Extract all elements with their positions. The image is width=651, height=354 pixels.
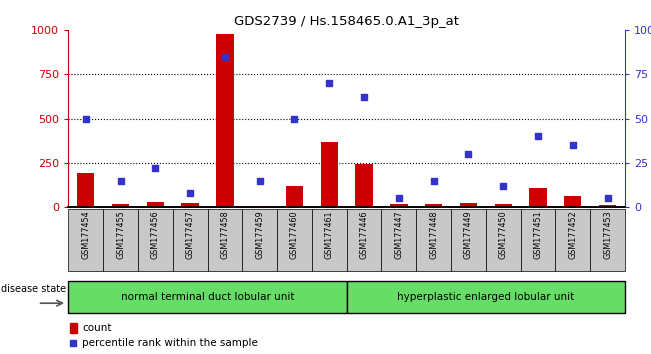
Text: count: count [82, 323, 112, 333]
Point [255, 178, 265, 183]
Bar [555, 209, 590, 271]
Bar [355, 164, 373, 207]
Bar [590, 209, 625, 271]
Text: GSM177461: GSM177461 [325, 211, 334, 259]
Text: GSM177451: GSM177451 [533, 211, 542, 259]
Bar [346, 281, 625, 313]
Bar [68, 209, 103, 271]
Bar [460, 202, 477, 207]
Text: GSM177446: GSM177446 [359, 211, 368, 259]
Bar [251, 206, 268, 207]
Text: percentile rank within the sample: percentile rank within the sample [82, 338, 258, 348]
Bar [242, 209, 277, 271]
Text: hyperplastic enlarged lobular unit: hyperplastic enlarged lobular unit [397, 292, 574, 302]
Bar [70, 324, 77, 333]
Point [533, 133, 543, 139]
Point [219, 54, 230, 59]
Point [602, 195, 613, 201]
Point [324, 80, 335, 86]
Text: GSM177448: GSM177448 [429, 211, 438, 259]
Point [464, 151, 474, 157]
Bar [146, 202, 164, 207]
Point [68, 341, 78, 346]
Text: GSM177453: GSM177453 [603, 211, 612, 259]
Point [81, 116, 91, 121]
Text: GSM177447: GSM177447 [395, 211, 404, 259]
Text: GSM177449: GSM177449 [464, 211, 473, 259]
Text: GSM177456: GSM177456 [151, 211, 160, 259]
Text: GSM177458: GSM177458 [221, 211, 229, 259]
Point [115, 178, 126, 183]
Bar [103, 209, 138, 271]
Bar [529, 188, 547, 207]
Bar [521, 209, 555, 271]
Point [185, 190, 195, 196]
Point [428, 178, 439, 183]
Bar [495, 204, 512, 207]
Text: GSM177454: GSM177454 [81, 211, 90, 259]
Point [359, 95, 369, 100]
Bar [112, 204, 130, 207]
Bar [416, 209, 451, 271]
Bar [173, 209, 208, 271]
Bar [320, 142, 338, 207]
Bar [286, 186, 303, 207]
Bar [599, 205, 616, 207]
Bar [208, 209, 242, 271]
Bar [182, 202, 199, 207]
Text: GSM177457: GSM177457 [186, 211, 195, 259]
Bar [138, 209, 173, 271]
Bar [381, 209, 416, 271]
Point [498, 183, 508, 189]
Bar [216, 34, 234, 207]
Bar [451, 209, 486, 271]
Bar [312, 209, 346, 271]
Text: disease state: disease state [1, 284, 66, 293]
Bar [346, 209, 381, 271]
Text: GSM177450: GSM177450 [499, 211, 508, 259]
Bar [564, 196, 581, 207]
Point [150, 165, 161, 171]
Text: GSM177452: GSM177452 [568, 211, 577, 259]
Text: normal terminal duct lobular unit: normal terminal duct lobular unit [120, 292, 294, 302]
Text: GSM177460: GSM177460 [290, 211, 299, 259]
Bar [390, 205, 408, 207]
Bar [77, 173, 94, 207]
Bar [425, 204, 442, 207]
Bar [486, 209, 521, 271]
Text: GSM177459: GSM177459 [255, 211, 264, 259]
Bar [277, 209, 312, 271]
Point [394, 195, 404, 201]
Bar [68, 281, 346, 313]
Title: GDS2739 / Hs.158465.0.A1_3p_at: GDS2739 / Hs.158465.0.A1_3p_at [234, 15, 459, 28]
Point [289, 116, 299, 121]
Point [568, 142, 578, 148]
Text: GSM177455: GSM177455 [116, 211, 125, 259]
